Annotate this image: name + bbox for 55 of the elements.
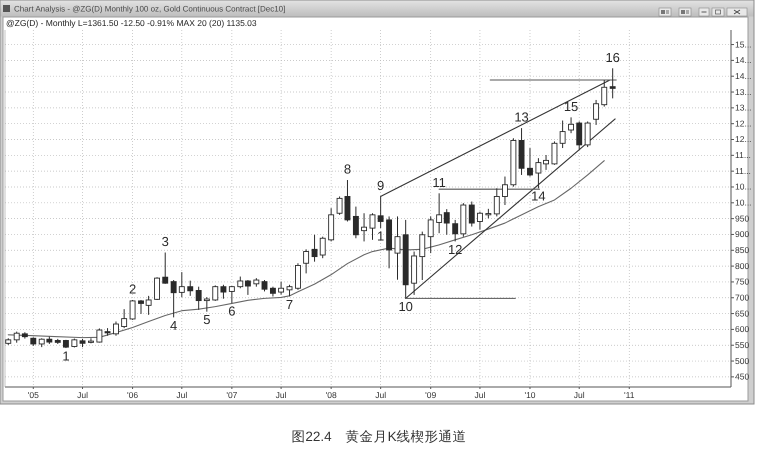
x-tick-label: Jul: [77, 390, 88, 400]
y-tick-label: 750: [735, 276, 750, 287]
x-tick-label: '11: [624, 390, 635, 400]
annotation: 4: [170, 318, 178, 333]
y-tick-label: 800: [735, 260, 750, 271]
x-tick-label: Jul: [474, 390, 486, 400]
y-tick-label: 12...: [735, 118, 752, 128]
annotation: 8: [344, 162, 352, 177]
x-tick-label: Jul: [375, 390, 386, 400]
annotation: 2: [128, 281, 136, 296]
y-tick-label: 650: [735, 308, 750, 318]
annotation: 5: [203, 312, 210, 328]
annotation: 12: [448, 242, 462, 257]
y-tick-label: 12...: [735, 134, 752, 144]
y-tick-label: 550: [735, 340, 750, 350]
chart-subtitle: @ZG(D) - Monthly L=1361.50 -12.50 -0.91% MAX 20 (20) 1135.03: [6, 18, 257, 28]
annotation: 16: [605, 50, 620, 65]
y-tick-label: 10...: [735, 198, 752, 208]
chart-title: Chart Analysis - @ZG(D) Monthly 100 oz, Gold Continuous Contract [Dec10]: [14, 4, 286, 14]
x-tick-label: Jul: [176, 390, 188, 400]
annotation: 6: [228, 304, 236, 319]
x-tick-label: Jul: [574, 390, 585, 400]
annotation: 1: [62, 348, 70, 364]
y-tick-label: 450: [735, 372, 750, 382]
annotation: 7: [286, 296, 294, 312]
annotation: 9: [377, 178, 384, 193]
y-tick-label: 700: [735, 292, 750, 302]
y-tick-label: 15...: [735, 39, 752, 50]
y-tick-label: 900: [735, 229, 750, 240]
annotation: 11: [432, 174, 446, 190]
annotation: 13: [514, 110, 529, 125]
annotation: 10: [398, 298, 413, 314]
annotation: 15: [564, 98, 578, 114]
x-tick-label: Jul: [276, 390, 287, 400]
y-tick-label: 13...: [735, 102, 752, 113]
y-tick-label: 600: [735, 324, 750, 334]
y-tick-label: 10...: [735, 182, 752, 192]
annotation: 1: [377, 228, 384, 244]
annotation: 14: [531, 188, 546, 204]
y-tick-label: 11...: [735, 166, 751, 176]
y-tick-label: 850: [735, 244, 750, 255]
x-tick-label: '10: [524, 390, 536, 400]
x-tick-label: '06: [127, 390, 138, 400]
x-tick-label: '08: [326, 390, 337, 400]
y-tick-label: 950: [735, 213, 750, 224]
x-tick-label: '07: [226, 390, 238, 400]
y-tick-label: 14...: [735, 55, 752, 66]
caption: 图22.4 黄金月K线楔形通道: [291, 429, 467, 444]
y-tick-label: 13...: [735, 86, 752, 97]
annotation: 3: [162, 234, 169, 249]
y-tick-label: 14...: [735, 70, 752, 81]
x-tick-label: '09: [425, 390, 437, 400]
y-tick-label: 500: [735, 356, 750, 366]
y-tick-label: 11...: [735, 150, 751, 160]
x-tick-label: '05: [28, 390, 40, 400]
